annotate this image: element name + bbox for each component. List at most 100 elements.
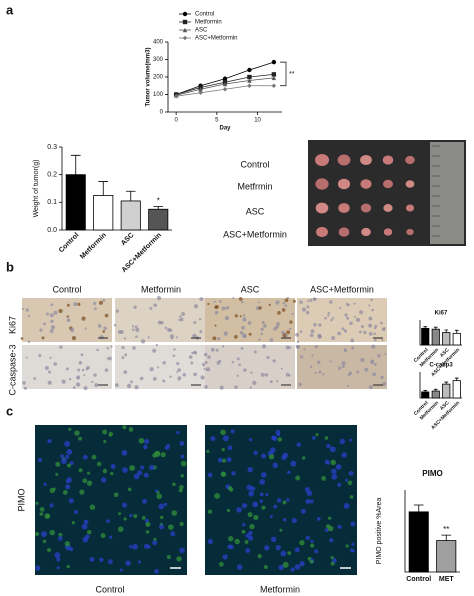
nucleus [153, 537, 157, 541]
cell [191, 351, 194, 355]
cell [337, 366, 342, 370]
nucleus [96, 461, 102, 467]
nucleus [102, 429, 108, 435]
marker [198, 90, 203, 95]
nucleus [113, 492, 119, 498]
cell [261, 320, 265, 325]
nucleus [56, 557, 61, 562]
nucleus [164, 445, 170, 450]
nucleus [133, 513, 138, 518]
nucleus [106, 519, 110, 524]
nucleus [217, 457, 223, 463]
nucleus [291, 517, 297, 524]
nucleus [68, 427, 72, 431]
nucleus [123, 517, 127, 521]
nucleus [142, 498, 148, 504]
nucleus [37, 457, 43, 463]
nucleus [110, 464, 116, 469]
cell [149, 306, 153, 310]
cell [66, 318, 71, 323]
nucleus [276, 498, 282, 503]
cell [266, 355, 270, 360]
x-axis-label: Day [219, 126, 231, 132]
nucleus [60, 454, 64, 459]
tumor [383, 228, 393, 236]
cell [318, 323, 322, 327]
nucleus [137, 470, 143, 476]
cell [81, 368, 85, 372]
cell [21, 307, 25, 311]
cell [169, 375, 172, 378]
row-label: Ki67 [7, 316, 17, 334]
cell [167, 327, 172, 332]
nucleus [178, 488, 183, 493]
nucleus [56, 566, 60, 570]
nucleus [331, 468, 337, 475]
nucleus [244, 540, 249, 544]
cell [68, 377, 72, 381]
cell [126, 383, 132, 389]
cell [22, 381, 26, 385]
nucleus [35, 501, 39, 505]
nucleus [268, 454, 275, 460]
tumor [316, 226, 328, 238]
error-bar [433, 388, 438, 392]
cell [258, 338, 261, 341]
nucleus [253, 450, 258, 456]
cell [39, 328, 43, 332]
cell [179, 317, 184, 322]
error-bar [70, 154, 81, 175]
column-label: Control [52, 284, 81, 294]
cell [193, 304, 199, 309]
nucleus [294, 547, 300, 553]
nucleus [74, 430, 80, 436]
cell [241, 325, 245, 330]
nucleus [89, 504, 96, 510]
ihc-images [20, 296, 387, 391]
bar [421, 391, 430, 399]
cell [203, 352, 208, 357]
cell [98, 300, 103, 305]
cell [309, 365, 313, 369]
cell [341, 361, 346, 366]
cell [341, 365, 345, 369]
nucleus [137, 560, 142, 564]
nucleus [127, 487, 132, 492]
cell [236, 374, 239, 377]
nucleus [179, 441, 185, 446]
cell [172, 354, 176, 358]
cell [260, 372, 265, 377]
cell [147, 336, 150, 339]
nucleus [207, 538, 214, 545]
cell [84, 327, 87, 330]
cell [318, 370, 322, 374]
cell [298, 382, 302, 387]
tumor [338, 203, 350, 213]
tumor [405, 180, 415, 188]
tumor [315, 154, 329, 166]
cell [152, 377, 157, 381]
cell [373, 338, 377, 342]
tumor [382, 155, 394, 165]
bar [442, 383, 451, 399]
y-tick-label: 0 [160, 110, 164, 116]
cell [234, 314, 238, 318]
annotation: ** [289, 71, 295, 78]
cell [182, 372, 187, 377]
nucleus [158, 503, 165, 510]
cell [382, 327, 386, 330]
marker [247, 78, 252, 83]
nucleus [329, 446, 336, 453]
nucleus [119, 568, 123, 572]
cell [49, 329, 54, 333]
fluorescence-image [35, 425, 187, 575]
nucleus [170, 531, 176, 537]
nucleus [41, 531, 48, 538]
annotation: ** [443, 525, 449, 534]
nucleus [249, 438, 253, 442]
cell [260, 332, 263, 336]
cell [215, 348, 219, 352]
cell [97, 324, 102, 328]
nucleus [257, 554, 262, 559]
nucleus [103, 440, 107, 444]
